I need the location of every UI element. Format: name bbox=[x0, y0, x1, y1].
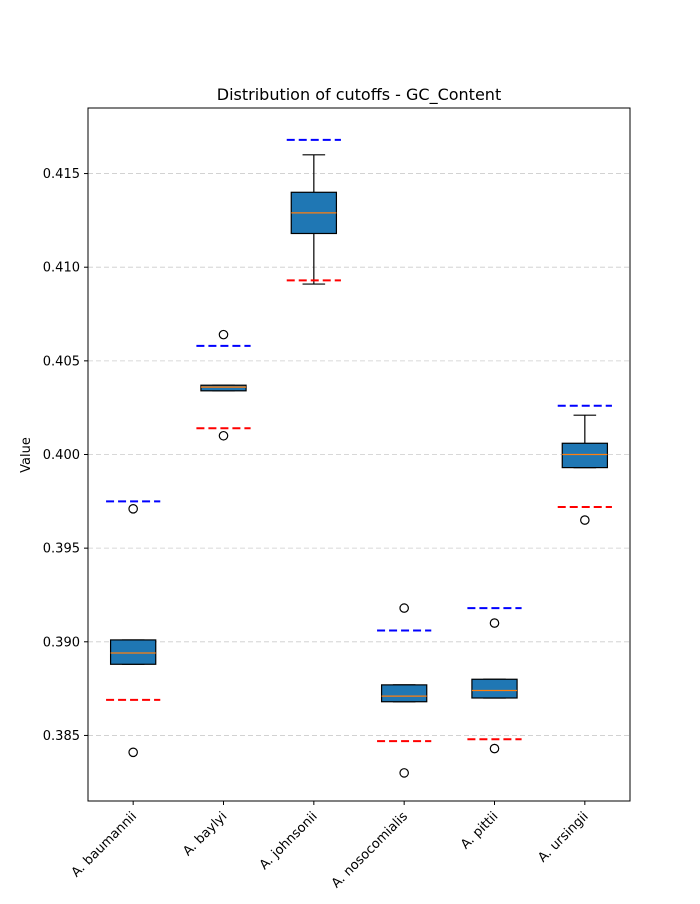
iqr-box bbox=[380, 684, 428, 703]
outlier-point bbox=[489, 618, 500, 628]
mark-layer bbox=[106, 138, 612, 778]
box-group bbox=[377, 603, 432, 778]
box-group bbox=[106, 500, 161, 758]
outlier-point bbox=[128, 747, 138, 758]
outlier-point bbox=[128, 504, 138, 514]
box-group bbox=[286, 138, 341, 285]
y-tick-label: 0.405 bbox=[43, 354, 80, 369]
box-group bbox=[557, 404, 612, 525]
y-tick-label: 0.385 bbox=[43, 729, 80, 744]
x-tick-label: A. pittii bbox=[458, 809, 501, 852]
y-axis-label: Value bbox=[19, 437, 34, 473]
x-tick-label: A. baumannii bbox=[69, 809, 140, 880]
y-tick-label: 0.400 bbox=[43, 448, 80, 463]
x-tick-label: A. nosocomialis bbox=[329, 809, 411, 891]
axis-layer: 0.385 0.390 0.395 0.400 0.405 0.410 0.415 A. ba… bbox=[43, 167, 592, 891]
iqr-box bbox=[471, 678, 518, 699]
outlier-point bbox=[489, 743, 500, 754]
outlier-point bbox=[580, 515, 590, 525]
iqr-box bbox=[200, 384, 247, 392]
y-tick-label: 0.390 bbox=[43, 635, 80, 650]
y-tick-label: 0.395 bbox=[43, 542, 80, 557]
grid-layer bbox=[88, 173, 630, 736]
outlier-point bbox=[399, 768, 409, 778]
x-tick-label: A. baylyi bbox=[180, 809, 230, 859]
iqr-box bbox=[109, 639, 157, 665]
outlier-point bbox=[218, 329, 229, 340]
x-tick-label: A. johnsonii bbox=[257, 809, 321, 873]
box-group bbox=[196, 329, 251, 441]
chart-title: Distribution of cutoffs - GC_Content bbox=[217, 85, 501, 105]
box-group bbox=[467, 607, 522, 754]
iqr-box bbox=[561, 442, 609, 469]
y-tick-label: 0.410 bbox=[43, 261, 80, 276]
outlier-point bbox=[218, 430, 229, 441]
y-tick-label: 0.415 bbox=[43, 167, 80, 182]
x-tick-label: A. ursingii bbox=[535, 809, 591, 865]
outlier-point bbox=[399, 603, 409, 613]
